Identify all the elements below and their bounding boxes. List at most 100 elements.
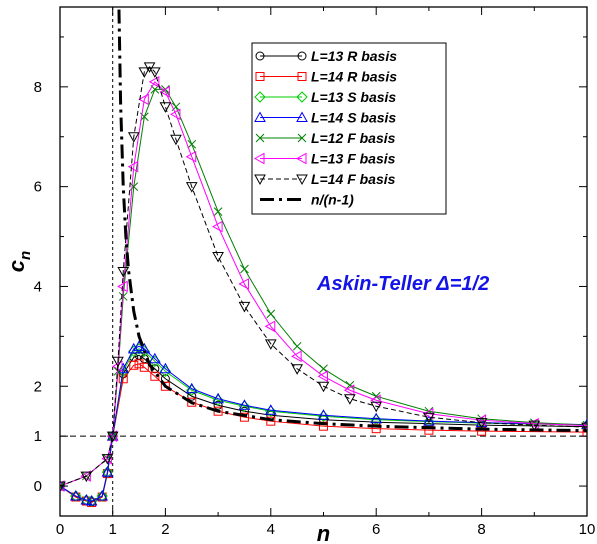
data-point xyxy=(160,381,170,391)
series-line xyxy=(60,81,587,487)
data-point xyxy=(212,392,224,404)
data-point xyxy=(264,320,276,333)
data-point xyxy=(85,494,98,506)
data-point xyxy=(127,160,139,173)
data-point xyxy=(345,380,355,390)
legend-label: L=12 F basis xyxy=(311,130,396,146)
legend-item: L=14 F basis xyxy=(254,171,396,187)
annotation-askin-teller: Askin-Teller Δ=1/2 xyxy=(316,273,489,295)
legend-marker xyxy=(254,91,266,103)
data-point xyxy=(370,394,381,407)
data-point xyxy=(291,364,303,375)
data-point xyxy=(422,407,434,420)
data-point xyxy=(185,382,198,394)
series-line xyxy=(117,7,587,433)
y-tick-label: 6 xyxy=(34,179,42,196)
data-point xyxy=(80,494,93,505)
data-point xyxy=(266,309,276,319)
series-layer xyxy=(60,7,587,508)
data-point xyxy=(149,352,161,364)
legend-item: n/(n-1) xyxy=(260,192,354,208)
legend-item: L=13 F basis xyxy=(253,151,396,167)
data-point xyxy=(266,416,276,426)
data-point xyxy=(118,292,128,301)
data-point xyxy=(96,490,109,501)
data-point xyxy=(139,362,149,372)
legend-label: L=13 S basis xyxy=(311,89,396,105)
data-point xyxy=(101,466,114,478)
data-point xyxy=(187,397,197,407)
data-point xyxy=(213,400,223,410)
data-point xyxy=(127,342,140,354)
data-point xyxy=(101,466,114,477)
series-7 xyxy=(60,62,587,493)
data-point xyxy=(96,490,108,502)
y-axis-title: cn xyxy=(4,251,34,272)
data-point xyxy=(169,108,181,121)
data-point xyxy=(101,452,112,465)
axes: 0 1 2 4 6 8 10 0 1 2 4 6 8 xyxy=(34,7,596,538)
data-point xyxy=(159,362,172,374)
data-point xyxy=(317,409,330,420)
legend-marker xyxy=(253,152,265,165)
data-point xyxy=(127,132,140,143)
y-axis-title-base: c xyxy=(4,260,29,272)
legend-marker xyxy=(255,51,265,61)
legend-marker xyxy=(297,72,307,81)
legend-item: L=13 R basis xyxy=(255,48,397,64)
data-point xyxy=(238,278,249,290)
legend-label: L=14 F basis xyxy=(311,171,396,187)
data-point xyxy=(423,415,435,426)
x-tick-label: 6 xyxy=(372,521,380,538)
data-point xyxy=(212,220,223,233)
legend-marker xyxy=(296,91,308,103)
data-point xyxy=(60,481,65,491)
data-point xyxy=(423,412,435,424)
data-point xyxy=(101,454,114,465)
data-point xyxy=(213,207,223,216)
data-point xyxy=(212,252,224,263)
legend-marker xyxy=(297,133,307,143)
data-point xyxy=(80,470,91,482)
data-point xyxy=(117,266,130,278)
legend: L=13 R basis L=14 R basis L=13 S basis L=14… xyxy=(251,42,447,215)
y-tick-label: 8 xyxy=(34,79,42,96)
y-tick-label: 1 xyxy=(34,428,42,445)
data-point xyxy=(319,421,328,431)
data-point xyxy=(317,370,328,383)
legend-marker xyxy=(254,174,266,186)
data-point xyxy=(138,93,149,106)
x-tick-label: 10 xyxy=(579,521,596,538)
data-point xyxy=(159,85,170,98)
legend-item: L=12 F basis xyxy=(255,130,396,146)
legend-marker xyxy=(295,152,307,165)
data-point xyxy=(370,412,383,424)
data-point xyxy=(69,490,82,501)
x-axis-title: n xyxy=(317,521,330,544)
data-point xyxy=(264,339,277,350)
data-point xyxy=(185,150,197,163)
legend-label: L=13 F basis xyxy=(311,151,396,167)
data-point xyxy=(170,134,182,146)
reference-lines xyxy=(60,7,587,516)
legend-label: L=13 R basis xyxy=(311,48,397,64)
legend-item: L=14 S basis xyxy=(254,110,396,126)
legend-label: L=14 R basis xyxy=(311,69,397,85)
data-point xyxy=(317,381,330,393)
series-line xyxy=(60,345,587,502)
data-point xyxy=(343,384,355,397)
series-line xyxy=(60,66,587,487)
data-point xyxy=(187,139,197,149)
series-8 xyxy=(117,7,587,433)
data-point xyxy=(129,360,139,370)
legend-item: L=14 R basis xyxy=(255,69,397,85)
legend-marker xyxy=(255,133,265,143)
legend-label: n/(n-1) xyxy=(311,192,354,208)
x-tick-label: 1 xyxy=(109,521,117,538)
x-tick-label: 8 xyxy=(477,521,485,538)
data-point xyxy=(238,399,251,410)
data-point xyxy=(159,102,172,113)
data-point xyxy=(185,182,198,193)
data-point xyxy=(134,359,144,369)
